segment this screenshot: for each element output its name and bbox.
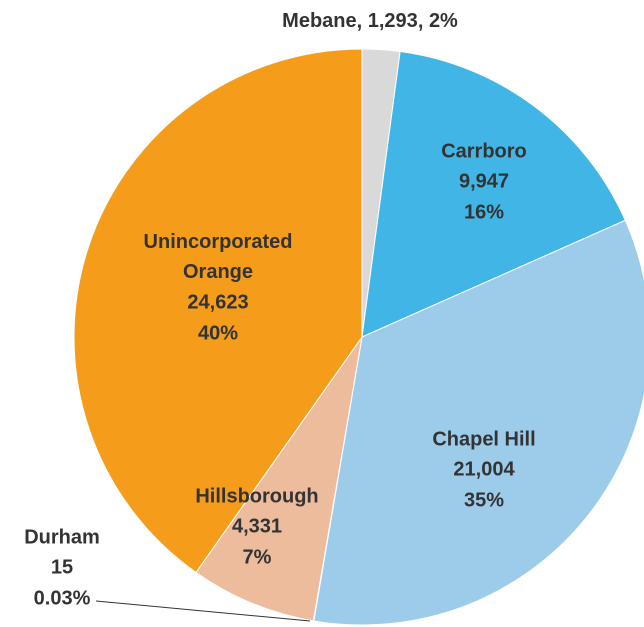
data-label: Mebane, 1,293, 2% xyxy=(282,10,458,32)
percent-label: 35% xyxy=(464,489,504,511)
category-label: Durham xyxy=(24,526,100,548)
value-label: 24,623 xyxy=(187,291,248,313)
pie-slice xyxy=(361,50,626,338)
percent-label: 0.03% xyxy=(34,587,91,609)
data-label-part: 2% xyxy=(429,10,458,32)
percent-label: 7% xyxy=(243,546,272,568)
percent-label: 16% xyxy=(464,201,504,223)
data-label-part: Mebane xyxy=(282,10,356,32)
category-label: Chapel Hill xyxy=(432,428,535,450)
pie-slice xyxy=(73,48,363,574)
value-label: 15 xyxy=(51,556,73,578)
category-label: Unincorporated Orange xyxy=(144,231,293,283)
value-label: 21,004 xyxy=(453,458,515,480)
data-label-part: 1,293 xyxy=(368,10,418,32)
value-label: 9,947 xyxy=(459,170,509,192)
pie-slice xyxy=(195,336,363,622)
pie-slice xyxy=(313,219,644,626)
category-label: Carrboro xyxy=(441,140,527,162)
value-label: 4,331 xyxy=(232,515,282,537)
percent-label: 40% xyxy=(198,322,238,344)
category-label: Hillsborough xyxy=(195,485,318,507)
leader-line xyxy=(95,600,311,622)
